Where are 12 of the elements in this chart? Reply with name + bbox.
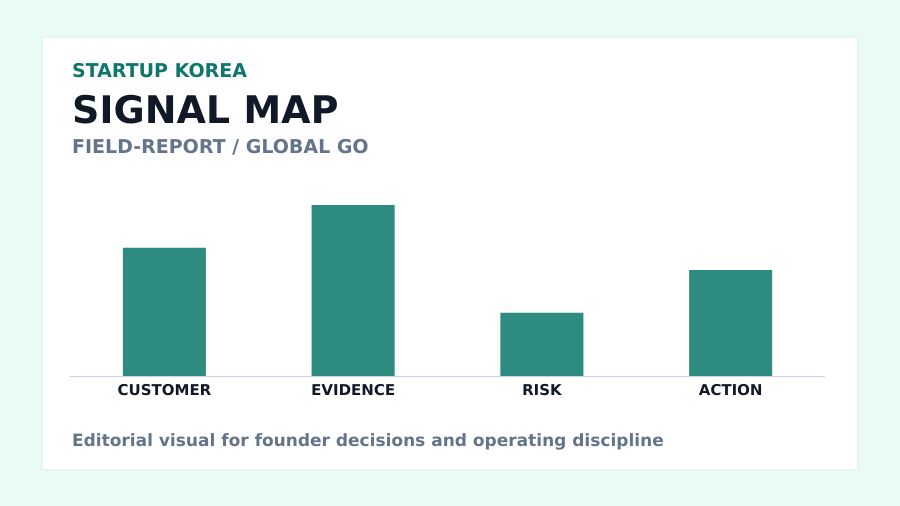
bar	[312, 205, 395, 376]
chart-subtitle: FIELD-REPORT / GLOBAL GO	[72, 136, 369, 158]
text: Editorial visual for founder decisions and operating discipline	[72, 431, 664, 451]
bar	[500, 312, 584, 376]
text: STARTUP KOREA	[72, 60, 248, 82]
x-tick-label: RISK	[522, 381, 564, 399]
chart-title: SIGNAL MAP	[72, 88, 338, 132]
x-tick-label: ACTION	[698, 381, 763, 399]
bar	[122, 248, 206, 376]
x-tick-label: EVIDENCE	[311, 381, 396, 399]
bar	[689, 270, 772, 376]
x-tick-label: CUSTOMER	[118, 381, 212, 399]
